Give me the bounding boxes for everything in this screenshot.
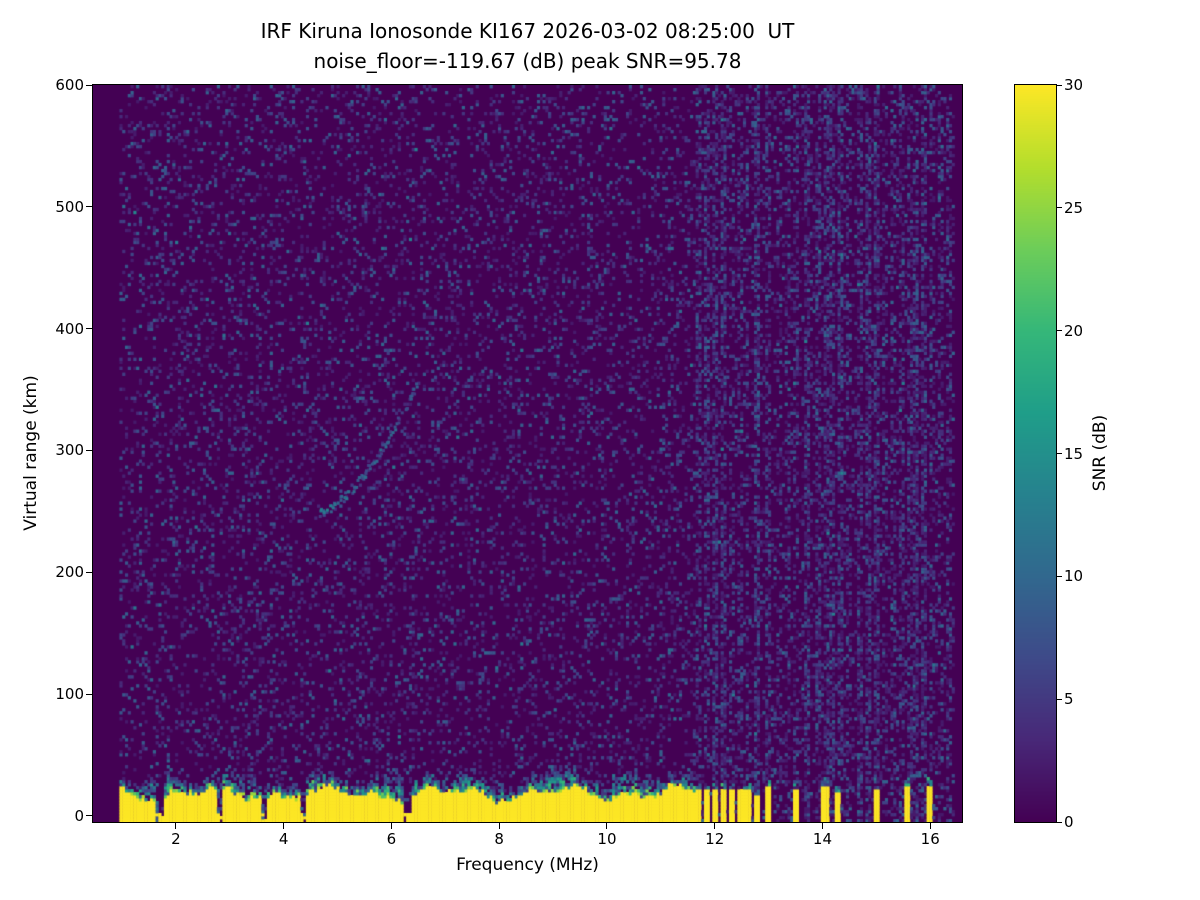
y-tick-mark xyxy=(86,449,92,451)
y-tick-mark xyxy=(86,693,92,695)
chart-subtitle: noise_floor=-119.67 (dB) peak SNR=95.78 xyxy=(313,49,742,73)
chart-title: IRF Kiruna Ionosonde KI167 2026-03-02 08… xyxy=(260,19,795,43)
y-tick-label: 500 xyxy=(55,197,84,216)
x-tick-label: 4 xyxy=(278,830,289,848)
x-tick-label: 2 xyxy=(171,830,181,848)
x-tick-label: 8 xyxy=(494,830,504,848)
colorbar-tick-label: 15 xyxy=(1064,444,1084,463)
y-tick-mark xyxy=(86,571,92,573)
x-tick-label: 6 xyxy=(386,830,397,848)
colorbar-tick-label: 30 xyxy=(1064,76,1084,94)
y-tick-label: 300 xyxy=(55,441,84,460)
ionogram-heatmap xyxy=(92,84,963,823)
colorbar-tick-mark xyxy=(1057,698,1062,700)
y-tick-label: 200 xyxy=(55,563,84,582)
y-tick-mark xyxy=(86,815,92,817)
colorbar-tick-label: 20 xyxy=(1064,321,1084,340)
y-tick-label: 100 xyxy=(55,685,84,704)
x-tick-mark xyxy=(714,823,716,829)
colorbar-tick-mark xyxy=(1057,330,1062,332)
y-tick-label: 0 xyxy=(74,806,84,825)
colorbar-tick-mark xyxy=(1057,207,1062,209)
x-tick-mark xyxy=(929,823,931,829)
x-tick-mark xyxy=(821,823,823,829)
colorbar-tick-mark xyxy=(1057,575,1062,577)
y-tick-label: 600 xyxy=(55,76,84,94)
colorbar-tick-label: 25 xyxy=(1064,198,1084,217)
y-tick-mark xyxy=(86,84,92,86)
colorbar-tick-label: 5 xyxy=(1064,690,1074,709)
x-tick-label: 10 xyxy=(597,830,617,848)
colorbar-gradient xyxy=(1014,84,1057,823)
colorbar-tick-label: 10 xyxy=(1064,567,1084,586)
y-tick-label: 400 xyxy=(55,319,84,338)
x-tick-label: 12 xyxy=(705,830,725,848)
x-tick-mark xyxy=(498,823,500,829)
x-tick-label: 16 xyxy=(920,830,940,848)
colorbar-tick-mark xyxy=(1057,821,1062,823)
y-tick-mark xyxy=(86,206,92,208)
x-tick-mark xyxy=(390,823,392,829)
colorbar-tick-mark xyxy=(1057,84,1062,86)
x-tick-label: 14 xyxy=(812,830,832,848)
colorbar-label: SNR (dB) xyxy=(1090,414,1110,492)
y-tick-mark xyxy=(86,328,92,330)
y-axis-label: Virtual range (km) xyxy=(21,375,41,531)
chart-title-block: IRF Kiruna Ionosonde KI167 2026-03-02 08… xyxy=(93,16,962,76)
colorbar-tick-label: 0 xyxy=(1064,813,1074,831)
x-tick-mark xyxy=(175,823,177,829)
x-tick-mark xyxy=(606,823,608,829)
x-tick-mark xyxy=(283,823,285,829)
x-axis-label: Frequency (MHz) xyxy=(456,855,599,875)
colorbar-tick-mark xyxy=(1057,453,1062,454)
